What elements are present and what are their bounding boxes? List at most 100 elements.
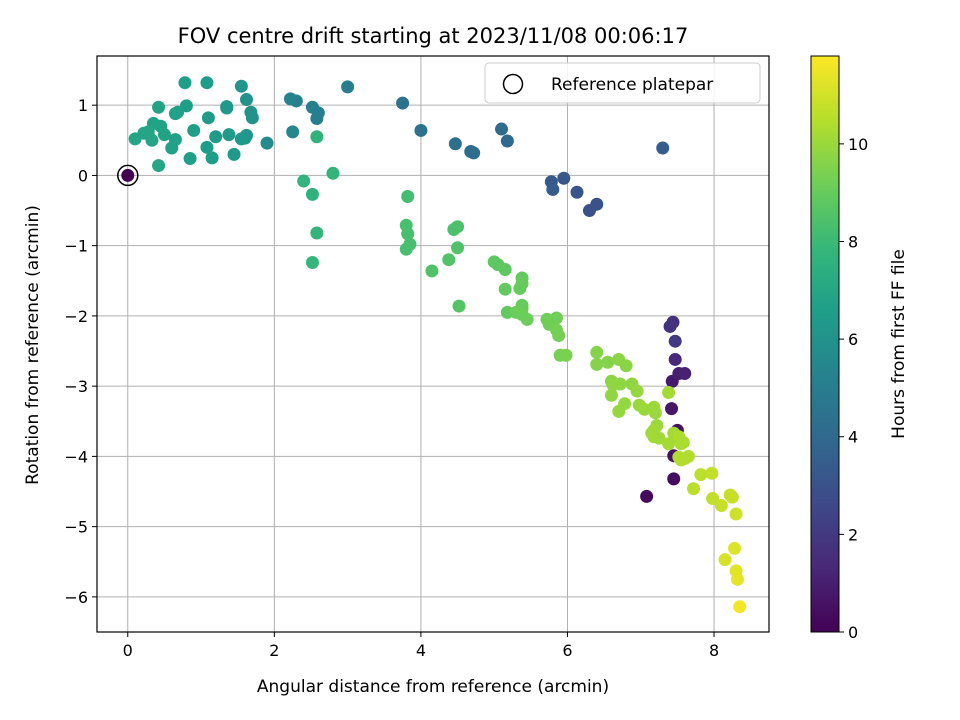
plot-frame xyxy=(96,55,770,633)
scatter-point xyxy=(668,352,682,366)
scatter-point xyxy=(662,385,676,399)
reference-platepar-marker xyxy=(117,164,139,187)
colorbar-tick-label: 10 xyxy=(848,135,868,154)
scatter-point xyxy=(648,406,662,420)
scatter-point xyxy=(200,76,214,90)
scatter-point xyxy=(549,311,563,325)
scatter-point xyxy=(678,367,692,381)
scatter-point xyxy=(495,122,509,136)
scatter-point xyxy=(520,312,534,326)
scatter-point xyxy=(200,140,214,154)
scatter-point xyxy=(310,226,324,240)
colorbar-tick-label: 4 xyxy=(848,428,858,447)
scatter-point xyxy=(220,100,234,114)
scatter-point xyxy=(500,134,514,148)
x-tick-label: 8 xyxy=(709,641,719,660)
scatter-point xyxy=(227,147,241,161)
scatter-point xyxy=(464,145,478,159)
x-tick-label: 0 xyxy=(123,641,133,660)
scatter-point xyxy=(152,100,166,114)
y-tick-label: −2 xyxy=(64,307,88,326)
scatter-point xyxy=(559,348,573,362)
legend-marker xyxy=(502,73,524,95)
scatter-point xyxy=(676,435,690,449)
scatter-point xyxy=(178,76,192,90)
scatter-point xyxy=(665,402,679,416)
scatter-point xyxy=(239,93,253,107)
scatter-point xyxy=(663,319,677,333)
scatter-point xyxy=(171,105,185,119)
colorbar-tick-label: 6 xyxy=(848,330,858,349)
chart-title: FOV centre drift starting at 2023/11/08 … xyxy=(178,24,689,48)
scatter-point xyxy=(613,377,627,391)
scatter-point xyxy=(714,499,728,513)
scatter-point xyxy=(590,357,604,371)
scatter-point xyxy=(286,125,300,139)
scatter-point xyxy=(498,263,512,277)
scatter-point xyxy=(244,105,258,119)
scatter-point xyxy=(582,204,596,218)
scatter-point xyxy=(618,397,632,411)
x-axis-ticks: 0 2 4 6 8 xyxy=(123,632,719,660)
data-points xyxy=(121,76,747,614)
scatter-point xyxy=(640,489,654,503)
colorbar-tick-label: 2 xyxy=(848,525,858,544)
scatter-point xyxy=(570,185,584,199)
y-tick-label: 1 xyxy=(78,96,88,115)
scatter-point xyxy=(209,130,223,144)
scatter-point xyxy=(667,472,681,486)
scatter-point xyxy=(283,92,297,106)
y-tick-label: −3 xyxy=(64,377,88,396)
scatter-point xyxy=(260,136,274,150)
scatter-point xyxy=(234,132,248,146)
scatter-point xyxy=(305,100,319,114)
x-tick-label: 6 xyxy=(562,641,572,660)
colorbar-label: Hours from first FF file xyxy=(889,249,909,439)
scatter-point xyxy=(448,137,462,151)
scatter-point xyxy=(326,166,340,180)
scatter-point xyxy=(414,123,428,137)
colorbar-gradient xyxy=(810,55,840,633)
legend-entry-reference: Reference platepar xyxy=(551,75,713,95)
y-tick-label: −6 xyxy=(64,588,88,607)
scatter-point xyxy=(187,123,201,137)
colorbar-ticks: 0 2 4 6 8 10 xyxy=(839,135,868,642)
scatter-point xyxy=(705,466,719,480)
y-tick-label: −4 xyxy=(64,447,88,466)
scatter-point xyxy=(205,151,219,165)
scatter-point xyxy=(165,141,179,155)
scatter-point xyxy=(201,111,215,125)
scatter-point xyxy=(513,282,527,296)
y-tick-label: 0 xyxy=(78,166,88,185)
scatter-point xyxy=(668,334,682,348)
scatter-point xyxy=(687,482,701,496)
scatter-point xyxy=(447,223,461,237)
y-tick-label: −5 xyxy=(64,518,88,537)
scatter-point xyxy=(619,359,633,373)
scatter-point xyxy=(718,553,732,567)
scatter-point xyxy=(552,329,566,343)
scatter-point xyxy=(396,96,410,110)
colorbar-tick-label: 8 xyxy=(848,232,858,251)
scatter-point xyxy=(498,282,512,296)
y-axis-label: Rotation from reference (arcmin) xyxy=(23,205,43,485)
scatter-point xyxy=(694,468,708,482)
scatter-point xyxy=(590,345,604,359)
scatter-point xyxy=(234,79,248,93)
scatter-point xyxy=(183,152,197,166)
x-tick-label: 4 xyxy=(416,641,426,660)
colorbar-tick-label: 0 xyxy=(848,623,858,642)
scatter-point xyxy=(121,168,135,182)
y-tick-label: −1 xyxy=(64,237,88,256)
scatter-point xyxy=(425,264,439,278)
legend-box xyxy=(484,62,761,104)
scatter-point xyxy=(452,299,466,313)
scatter-point xyxy=(728,541,742,555)
scatter-point xyxy=(630,384,644,398)
scatter-point xyxy=(681,449,695,463)
scatter-point xyxy=(652,431,666,445)
scatter-point xyxy=(297,174,311,188)
scatter-point xyxy=(546,182,560,196)
y-axis-ticks: 1 0 −1 −2 −3 −4 −5 −6 xyxy=(64,96,97,607)
